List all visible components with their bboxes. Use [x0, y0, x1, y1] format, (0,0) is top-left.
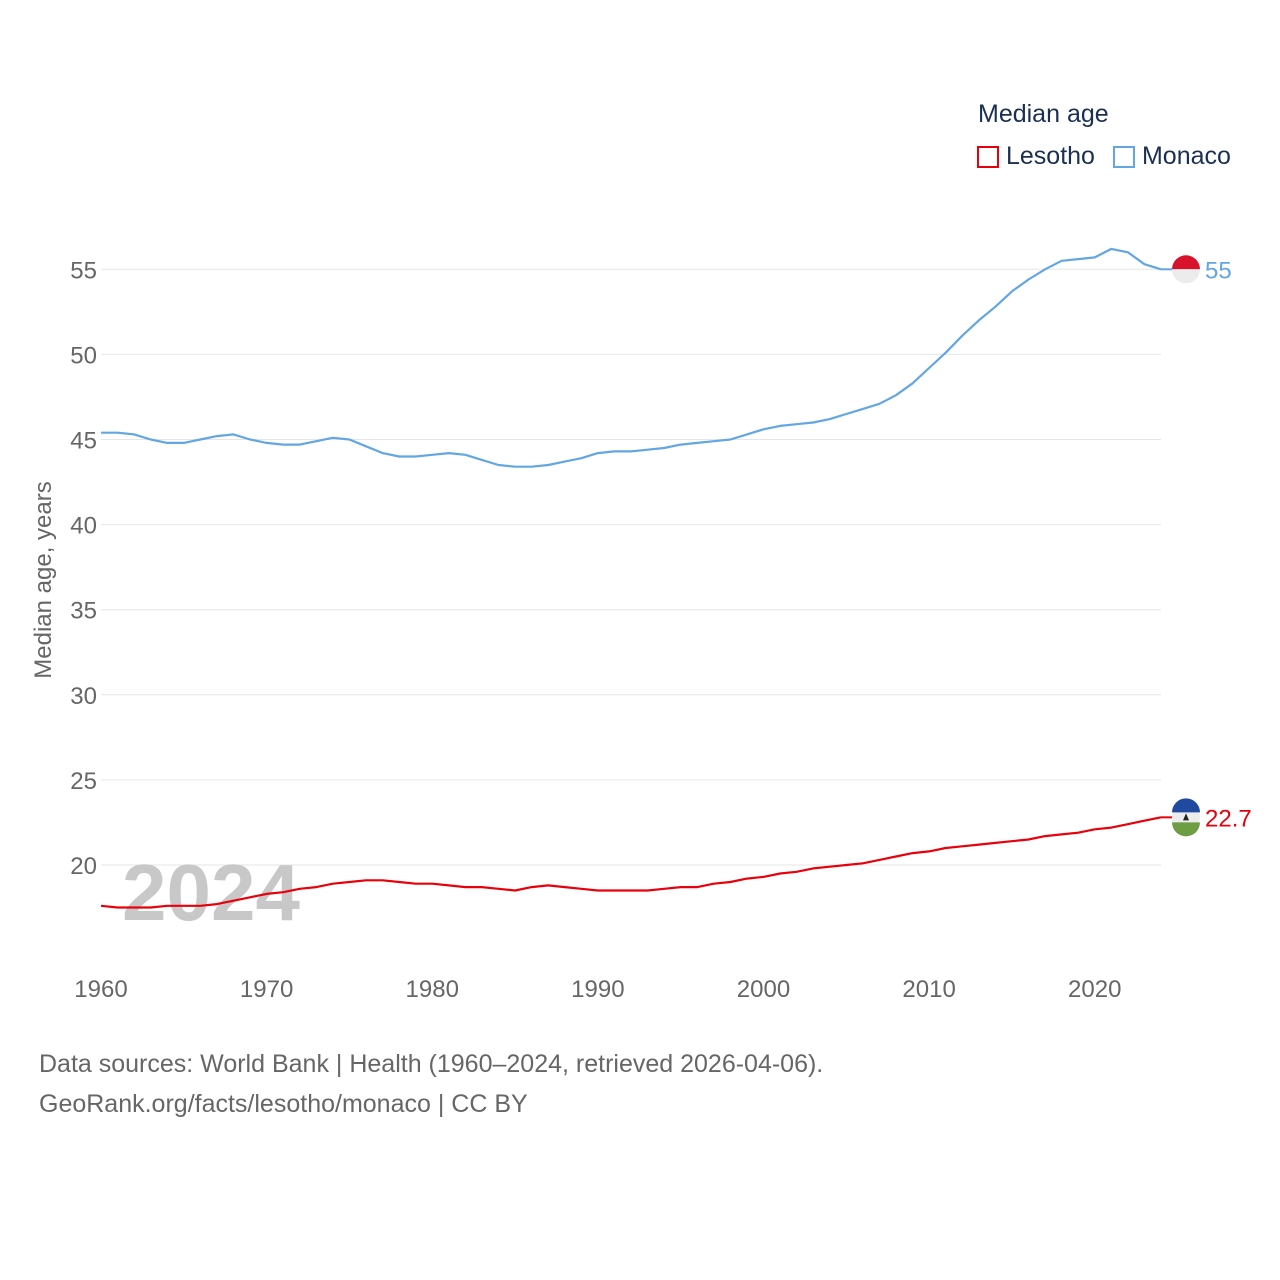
x-tick-label: 1980 — [406, 976, 459, 1003]
source-line-1: Data sources: World Bank | Health (1960–… — [39, 1050, 824, 1078]
y-tick-label: 40 — [70, 513, 97, 540]
series-line-lesotho — [100, 816, 1162, 909]
y-tick-label: 20 — [70, 853, 97, 880]
gridlines — [101, 268, 1161, 866]
y-axis-ticks: 20 25 30 35 40 45 50 55 — [70, 257, 97, 880]
x-tick-label: 1960 — [74, 976, 127, 1003]
legend-item-lesotho[interactable]: Lesotho — [977, 142, 1095, 171]
x-tick-label: 2010 — [902, 976, 955, 1003]
flag-top-monaco — [1172, 255, 1200, 270]
end-value-label-lesotho: 22.7 — [1205, 805, 1252, 832]
x-tick-label: 1970 — [240, 976, 293, 1003]
flag-bottom-lesotho — [1172, 822, 1200, 837]
legend-title: Median age — [978, 100, 1109, 128]
series-group — [100, 247, 1162, 909]
legend-label-lesotho: Lesotho — [1006, 142, 1095, 170]
y-tick-label: 55 — [70, 257, 97, 284]
legend: Lesotho Monaco — [977, 142, 1231, 171]
legend-swatch-lesotho — [977, 145, 999, 168]
legend-item-monaco[interactable]: Monaco — [1112, 142, 1231, 171]
x-axis-ticks: 1960 1970 1980 1990 2000 2010 2020 — [74, 976, 1121, 1003]
flag-icon-monaco — [1172, 255, 1200, 284]
x-tick-label: 2020 — [1068, 976, 1121, 1003]
flag-bottom-monaco — [1172, 269, 1200, 284]
y-tick-label: 30 — [70, 683, 97, 710]
y-tick-label: 45 — [70, 428, 97, 455]
legend-swatch-monaco — [1112, 145, 1135, 168]
end-markers: 55 22.7 — [1161, 255, 1252, 837]
flag-icon-lesotho — [1172, 798, 1200, 837]
x-tick-label: 1990 — [571, 976, 624, 1003]
end-value-label-monaco: 55 — [1205, 257, 1232, 284]
flag-hat-lesotho — [1183, 813, 1189, 821]
y-tick-label: 35 — [70, 598, 97, 625]
source-note: Data sources: World Bank | Health (1960–… — [39, 1044, 823, 1124]
y-tick-label: 50 — [70, 342, 97, 369]
legend-label-monaco: Monaco — [1141, 142, 1231, 170]
flag-top-lesotho — [1172, 798, 1200, 813]
series-line-monaco — [101, 247, 1162, 468]
y-axis-label: Median age, years — [30, 481, 57, 678]
source-line-2[interactable]: GeoRank.org/facts/lesotho/monaco | CC BY — [39, 1090, 528, 1118]
y-tick-label: 25 — [70, 768, 97, 795]
x-tick-label: 2000 — [737, 976, 790, 1003]
